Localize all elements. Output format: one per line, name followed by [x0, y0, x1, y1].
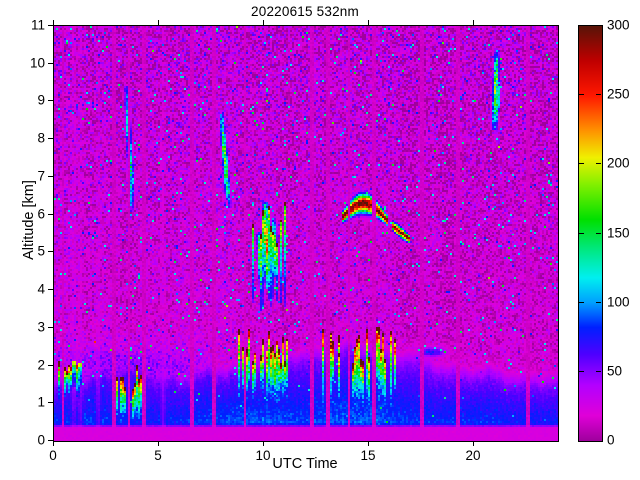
x-tick-mark-top	[53, 20, 54, 25]
x-tick-label: 0	[49, 448, 57, 463]
y-tick-label: 5	[37, 243, 45, 259]
x-tick-mark	[158, 441, 159, 446]
x-tick-mark-top	[368, 20, 369, 25]
y-tick-label: 8	[37, 130, 45, 146]
y-tick-label: 6	[37, 206, 45, 222]
colorbar-tick-label: 100	[607, 294, 630, 310]
x-tick-mark	[368, 441, 369, 446]
colorbar-tick-label: 300	[607, 17, 630, 33]
y-tick-label: 2	[37, 357, 45, 373]
y-tick-label: 0	[37, 432, 45, 448]
x-axis-label: UTC Time	[272, 456, 338, 472]
colorbar-tick-label: 50	[607, 363, 623, 379]
colorbar-tick-label: 200	[607, 155, 630, 171]
y-tick-mark	[48, 138, 53, 139]
colorbar-tick-mark	[579, 371, 584, 372]
y-tick-mark	[48, 25, 53, 26]
colorbar-tick-mark	[579, 163, 584, 164]
y-tick-mark	[48, 365, 53, 366]
y-tick-mark	[48, 289, 53, 290]
heatmap-canvas	[54, 26, 558, 441]
plot-area	[53, 25, 559, 442]
colorbar-tick-label: 250	[607, 86, 630, 102]
x-tick-mark	[473, 441, 474, 446]
y-tick-mark	[48, 440, 53, 441]
y-tick-label: 10	[29, 55, 45, 71]
y-tick-label: 1	[37, 394, 45, 410]
y-tick-mark	[48, 63, 53, 64]
y-tick-mark	[48, 251, 53, 252]
page-title: 20220615 532nm	[251, 4, 359, 19]
colorbar-tick-mark	[579, 302, 584, 303]
colorbar-tick-mark	[596, 371, 601, 372]
colorbar-tick-mark	[579, 233, 584, 234]
y-tick-label: 11	[30, 17, 45, 33]
x-tick-label: 10	[255, 448, 271, 463]
y-axis-label: Altitude [km]	[21, 180, 37, 260]
x-tick-label: 15	[360, 448, 376, 463]
colorbar-tick-mark	[596, 302, 601, 303]
colorbar-gradient	[579, 26, 602, 441]
x-tick-mark-top	[263, 20, 264, 25]
colorbar-tick-label: 150	[607, 225, 630, 241]
y-tick-mark	[48, 327, 53, 328]
x-tick-mark-top	[473, 20, 474, 25]
y-tick-mark	[48, 402, 53, 403]
colorbar-tick-mark	[579, 94, 584, 95]
x-tick-label: 5	[154, 448, 162, 463]
x-tick-mark	[53, 441, 54, 446]
colorbar	[578, 25, 603, 442]
y-tick-label: 7	[37, 168, 45, 184]
y-tick-mark	[48, 214, 53, 215]
colorbar-tick-mark	[596, 94, 601, 95]
y-tick-mark	[48, 100, 53, 101]
y-tick-label: 4	[37, 281, 45, 297]
y-tick-label: 3	[37, 319, 45, 335]
y-tick-mark	[48, 176, 53, 177]
colorbar-tick-label: 0	[607, 432, 615, 448]
x-tick-label: 20	[465, 448, 481, 463]
colorbar-tick-mark	[596, 163, 601, 164]
colorbar-tick-mark	[596, 233, 601, 234]
y-tick-label: 9	[37, 92, 45, 108]
x-tick-mark-top	[158, 20, 159, 25]
x-tick-mark	[263, 441, 264, 446]
